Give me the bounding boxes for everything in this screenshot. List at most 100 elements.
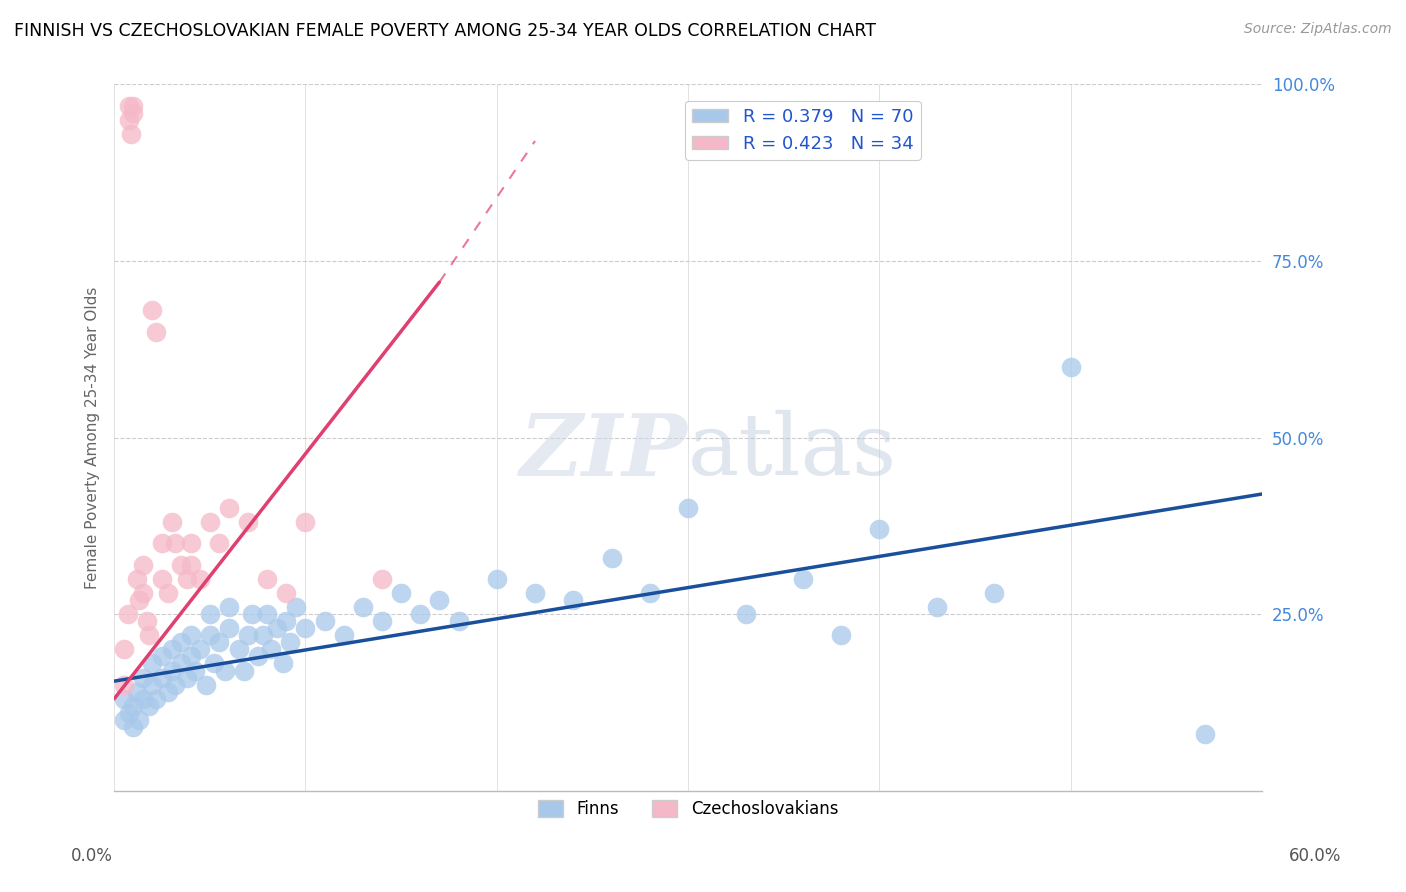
Point (112, 678, 135, 692)
Point (145, 325, 167, 339)
Point (112, 691, 135, 706)
Point (156, 586, 179, 600)
Point (176, 572, 198, 586)
Point (188, 572, 211, 586)
Point (127, 684, 149, 698)
Point (150, 536, 173, 550)
Point (198, 628, 221, 642)
Point (132, 691, 155, 706)
Point (562, 593, 585, 607)
Point (180, 628, 202, 642)
Point (198, 515, 221, 529)
Point (278, 635, 301, 649)
Point (122, 105, 145, 120)
Point (160, 664, 183, 678)
Point (925, 599, 948, 614)
Point (284, 599, 307, 614)
Point (180, 536, 202, 550)
Point (180, 649, 202, 664)
Point (409, 607, 432, 621)
Point (117, 607, 139, 621)
Point (256, 572, 278, 586)
Point (202, 657, 225, 671)
Point (485, 572, 508, 586)
Point (170, 635, 193, 649)
Point (127, 572, 149, 586)
Point (132, 558, 155, 572)
Text: FINNISH VS CZECHOSLOVAKIAN FEMALE POVERTY AMONG 25-34 YEAR OLDS CORRELATION CHAR: FINNISH VS CZECHOSLOVAKIAN FEMALE POVERT… (14, 22, 876, 40)
Point (236, 515, 259, 529)
Point (218, 621, 240, 635)
Point (138, 628, 160, 642)
Point (180, 558, 202, 572)
Point (236, 628, 259, 642)
Point (128, 713, 150, 727)
Point (160, 642, 183, 657)
Point (170, 657, 193, 671)
Text: 0.0%: 0.0% (70, 847, 112, 865)
Point (371, 572, 394, 586)
Point (145, 691, 167, 706)
Point (208, 635, 231, 649)
Y-axis label: Female Poverty Among 25-34 Year Olds: Female Poverty Among 25-34 Year Olds (86, 286, 100, 589)
Text: Source: ZipAtlas.com: Source: ZipAtlas.com (1244, 22, 1392, 37)
Point (218, 599, 240, 614)
Point (112, 642, 135, 657)
Point (600, 550, 623, 565)
Point (112, 713, 135, 727)
Point (266, 621, 288, 635)
Point (132, 586, 155, 600)
Point (252, 628, 274, 642)
Point (120, 127, 142, 141)
Point (792, 572, 814, 586)
Point (128, 593, 150, 607)
Point (138, 698, 160, 713)
Point (276, 614, 298, 628)
Point (246, 649, 269, 664)
Point (294, 515, 316, 529)
Point (1060, 359, 1083, 374)
Point (524, 586, 547, 600)
Point (122, 698, 145, 713)
Point (183, 664, 205, 678)
Point (228, 642, 250, 657)
Text: atlas: atlas (688, 410, 897, 493)
Point (118, 112, 141, 127)
Point (218, 501, 240, 516)
Point (150, 671, 173, 685)
Point (132, 671, 155, 685)
Point (195, 678, 218, 692)
Point (983, 586, 1005, 600)
Point (294, 621, 316, 635)
Text: 60.0%: 60.0% (1288, 847, 1341, 865)
Point (429, 593, 451, 607)
Point (734, 607, 756, 621)
Point (141, 678, 163, 692)
Point (118, 98, 141, 112)
Point (135, 614, 157, 628)
Legend: Finns, Czechoslovakians: Finns, Czechoslovakians (531, 793, 845, 824)
Point (176, 671, 198, 685)
Point (141, 303, 163, 318)
Point (118, 706, 141, 720)
Point (188, 642, 211, 657)
Point (208, 536, 231, 550)
Point (276, 586, 298, 600)
Point (868, 522, 890, 536)
Point (160, 515, 183, 529)
Point (314, 614, 336, 628)
Point (638, 586, 661, 600)
Point (260, 642, 283, 657)
Text: ZIP: ZIP (520, 410, 688, 493)
Point (214, 664, 236, 678)
Point (170, 558, 193, 572)
Point (165, 536, 187, 550)
Point (676, 501, 699, 516)
Point (271, 657, 294, 671)
Point (233, 664, 256, 678)
Point (240, 607, 263, 621)
Point (198, 607, 221, 621)
Point (830, 628, 852, 642)
Point (150, 572, 173, 586)
Point (389, 586, 412, 600)
